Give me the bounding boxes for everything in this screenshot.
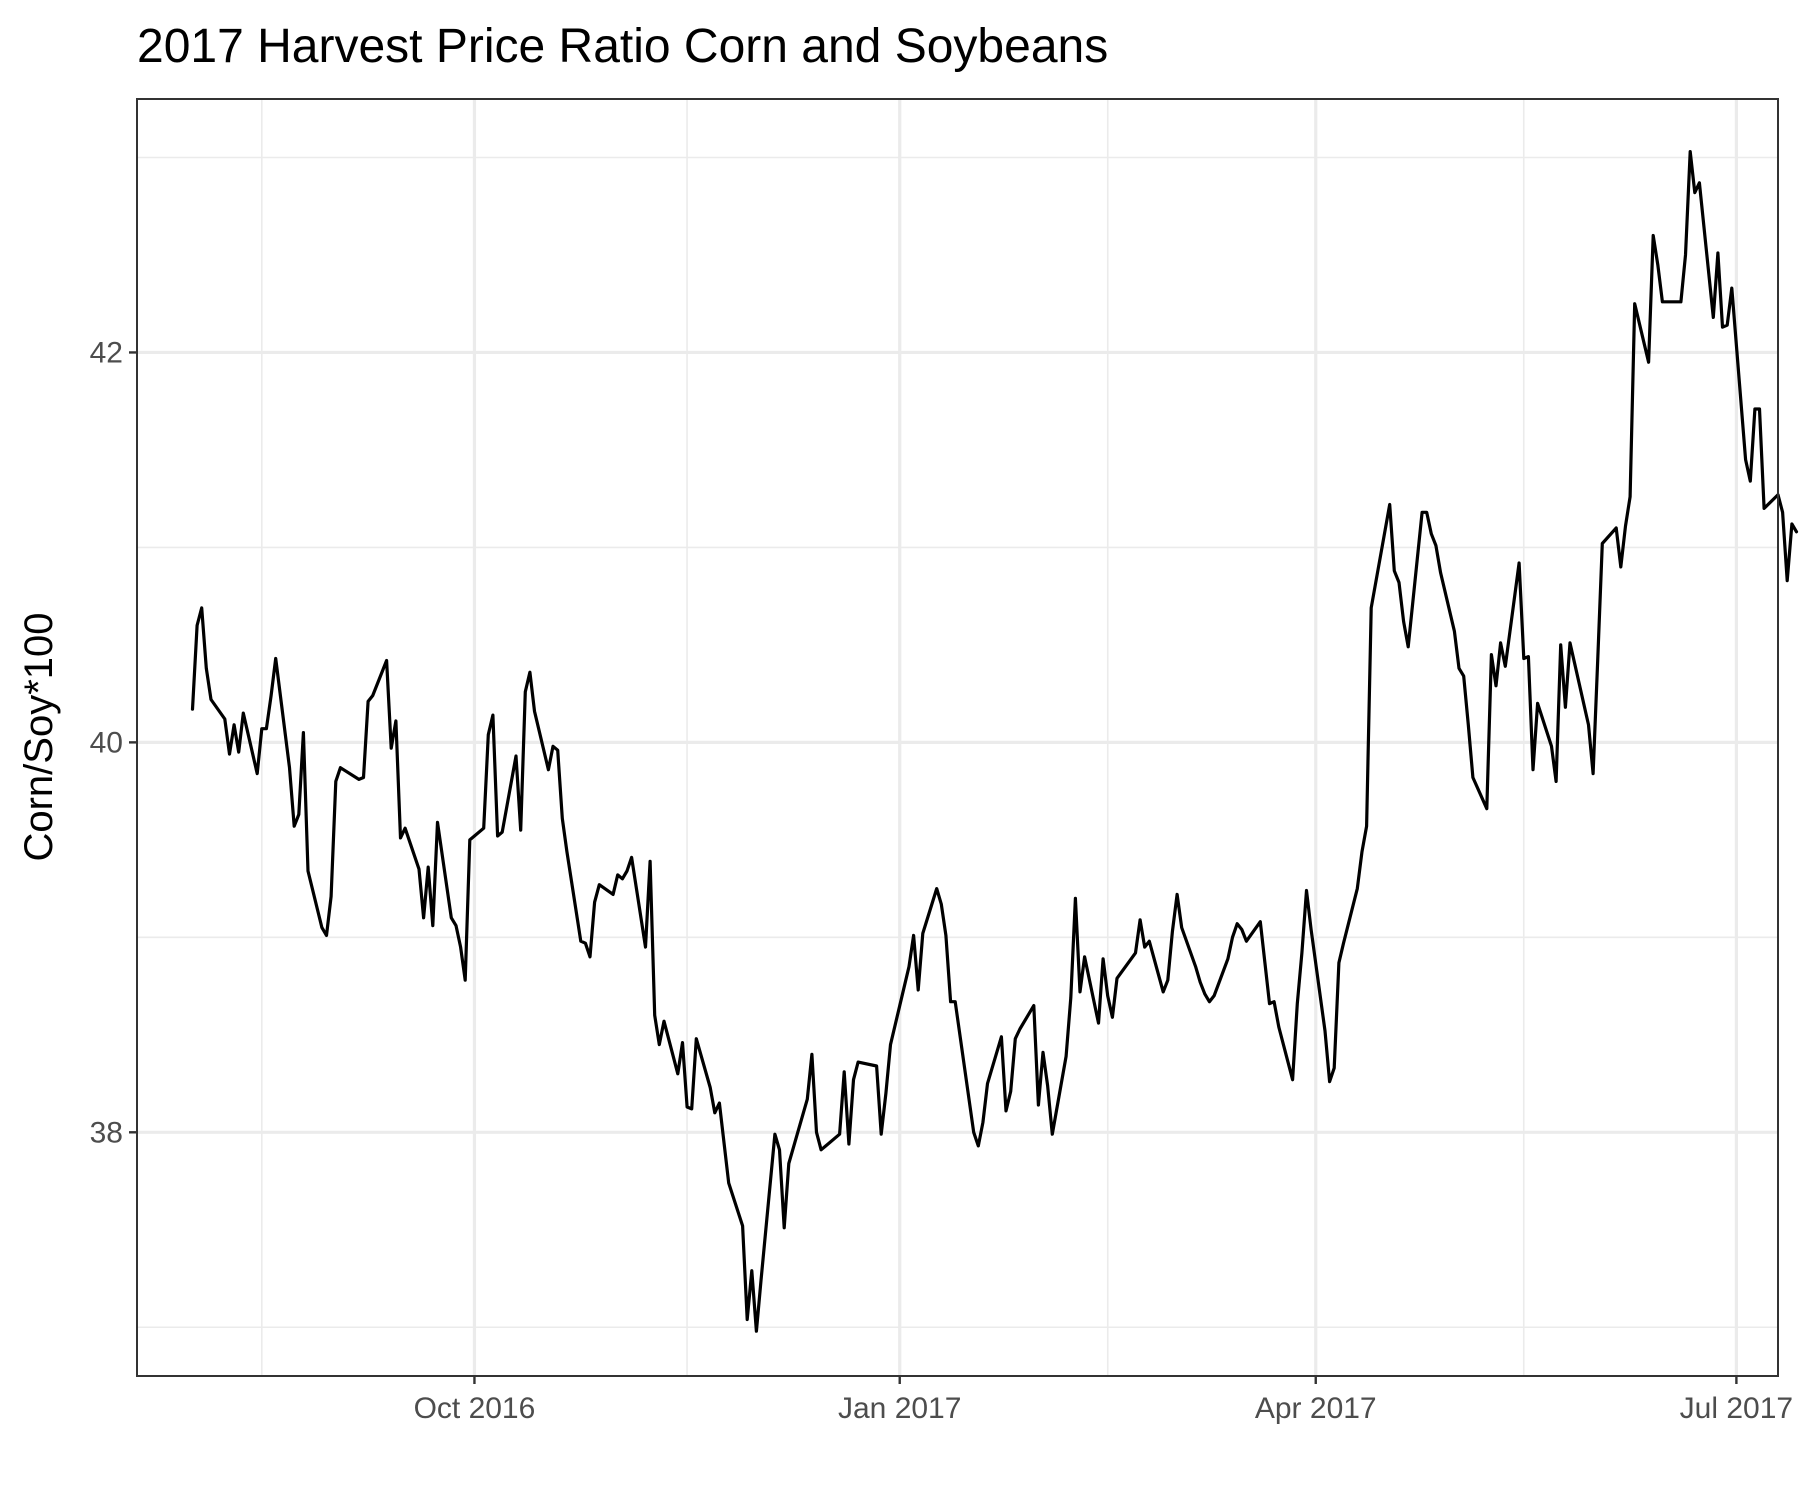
x-tick-label: Jul 2017: [1680, 1392, 1793, 1425]
x-axis: Oct 2016 Jan 2017 Apr 2017 Jul 2017: [414, 1376, 1793, 1425]
major-gridlines: [137, 99, 1778, 1376]
y-tick-label: 40: [90, 726, 123, 759]
y-axis-label: Corn/Soy*100: [17, 612, 61, 861]
x-tick-label: Oct 2016: [414, 1392, 536, 1425]
chart-title: 2017 Harvest Price Ratio Corn and Soybea…: [137, 20, 1108, 73]
x-tick-label: Apr 2017: [1255, 1392, 1377, 1425]
y-tick-label: 38: [90, 1116, 123, 1149]
panel-border: [136, 98, 1779, 1377]
x-tick-label: Jan 2017: [838, 1392, 961, 1425]
series-line-corn-soy-ratio: [190, 150, 1799, 1333]
y-tick-label: 42: [90, 336, 123, 369]
minor-gridlines: [137, 99, 1778, 1376]
y-axis: 38 40 42: [90, 336, 137, 1149]
plot-panel: [137, 99, 1778, 1376]
series-layer: [190, 150, 1799, 1333]
